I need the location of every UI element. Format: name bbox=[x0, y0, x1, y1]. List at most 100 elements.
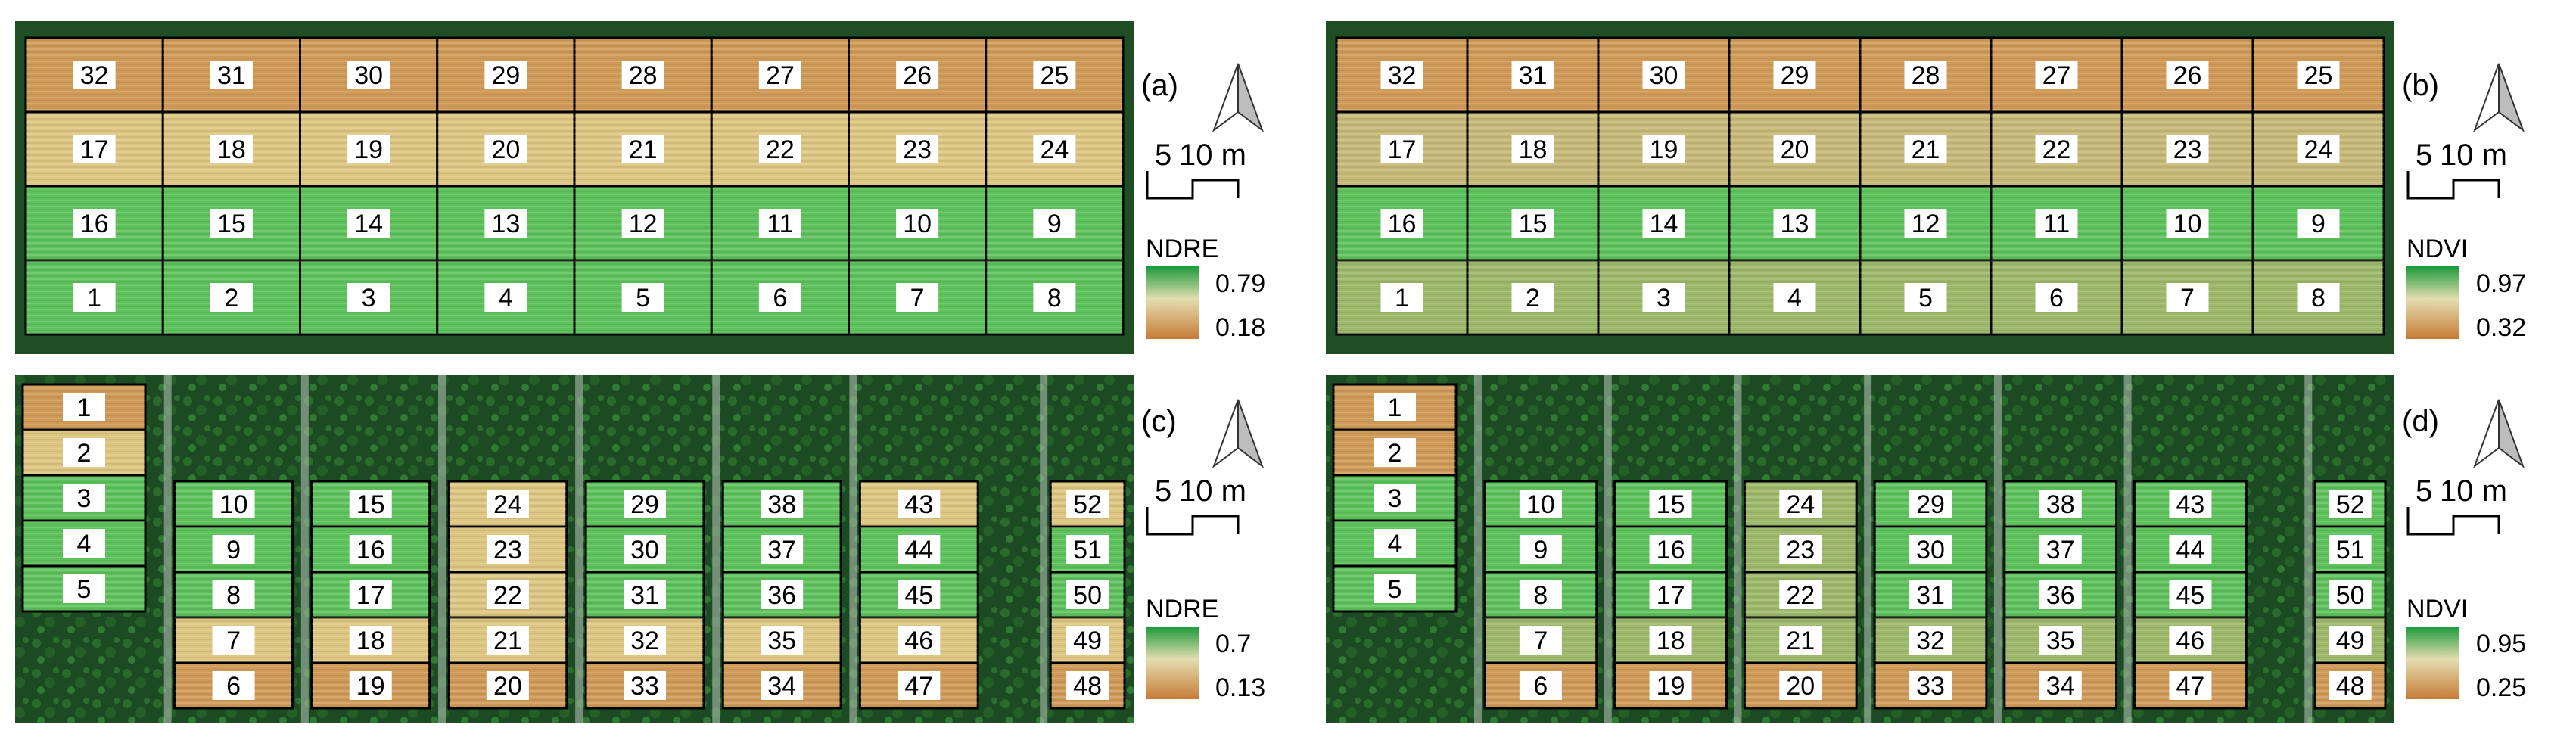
plot-number: 15 bbox=[1657, 490, 1685, 519]
scale-bar bbox=[2406, 171, 2500, 200]
plot-number: 32 bbox=[1388, 61, 1417, 90]
plot-number: 15 bbox=[1519, 210, 1548, 238]
plot-cell: 32 bbox=[24, 36, 164, 114]
plot-number: 26 bbox=[903, 61, 932, 90]
plot-label-box bbox=[761, 626, 804, 655]
plot-label-box bbox=[896, 283, 939, 312]
plot-label-box bbox=[1649, 535, 1692, 564]
plot-label-box bbox=[1642, 61, 1685, 89]
plot-number: 29 bbox=[1916, 490, 1945, 519]
plot-label-box bbox=[2329, 580, 2372, 609]
legend-title: NDRE bbox=[1146, 595, 1218, 623]
plot-number: 32 bbox=[1916, 627, 1945, 655]
plot-number: 31 bbox=[1519, 61, 1548, 90]
plot-number: 37 bbox=[2046, 536, 2075, 564]
plot-number: 44 bbox=[904, 536, 933, 564]
plot-cell: 15 bbox=[161, 185, 301, 262]
plot-label-box bbox=[1033, 209, 1076, 238]
plot-label-box bbox=[1649, 580, 1692, 609]
plot-number: 28 bbox=[629, 61, 658, 90]
plot-cell: 7 bbox=[173, 616, 294, 664]
plot-number: 18 bbox=[1519, 135, 1548, 164]
plot-label-box bbox=[1773, 135, 1816, 163]
plot-label-box bbox=[212, 535, 255, 564]
plot-cell: 49 bbox=[2313, 616, 2387, 664]
plot-cell: 25 bbox=[985, 36, 1125, 114]
plot-label-box bbox=[761, 671, 804, 700]
plot-cell: 29 bbox=[1873, 480, 1988, 528]
legend-title: NDRE bbox=[1146, 235, 1218, 263]
plot-cell: 29 bbox=[1728, 36, 1862, 114]
plot-label-box bbox=[1033, 283, 1076, 312]
plot-number: 49 bbox=[2336, 627, 2365, 655]
plot-number: 1 bbox=[1395, 284, 1409, 313]
scale-label-10m: 10 m bbox=[2440, 138, 2507, 172]
plot-cell: 22 bbox=[447, 571, 568, 619]
plot-label-box bbox=[2166, 209, 2209, 238]
legend-color-ramp bbox=[1146, 266, 1199, 339]
plot-cell: 3 bbox=[1597, 259, 1731, 336]
plot-cell: 13 bbox=[436, 185, 576, 262]
plot-cell: 5 bbox=[1859, 259, 1993, 336]
plot-cell: 26 bbox=[848, 36, 988, 114]
plot-cell: 30 bbox=[1873, 525, 1988, 574]
plot-label-box bbox=[210, 61, 253, 89]
plot-label-box bbox=[1380, 283, 1423, 312]
plot-label-box bbox=[896, 135, 939, 163]
plot-cell: 21 bbox=[1743, 616, 1858, 664]
plot-cell: 47 bbox=[2133, 661, 2248, 710]
plot-cell: 31 bbox=[1466, 36, 1600, 114]
legend-title: NDVI bbox=[2406, 235, 2468, 263]
plot-label-box bbox=[621, 61, 664, 89]
plot-label-box bbox=[624, 626, 666, 655]
bare-soil-strip bbox=[1040, 375, 1048, 723]
plot-label-box bbox=[212, 626, 255, 655]
plot-number: 11 bbox=[2043, 210, 2070, 238]
plot-cell: 7 bbox=[1483, 616, 1598, 664]
plot-cell: 23 bbox=[848, 110, 988, 188]
bare-soil-strip bbox=[300, 375, 309, 723]
plot-number: 24 bbox=[1786, 490, 1815, 519]
plot-number: 10 bbox=[2173, 210, 2202, 238]
plot-number: 10 bbox=[1526, 490, 1555, 519]
plot-label-box bbox=[624, 490, 666, 518]
plot-cell: 47 bbox=[858, 661, 979, 710]
plot-cell: 6 bbox=[173, 661, 294, 710]
plot-number: 30 bbox=[630, 536, 659, 564]
plot-number: 27 bbox=[2042, 61, 2071, 90]
plot-label-box bbox=[2035, 209, 2078, 238]
plot-number: 16 bbox=[1388, 210, 1417, 238]
plot-number: 25 bbox=[1040, 61, 1069, 90]
plot-number: 19 bbox=[1657, 672, 1685, 701]
plot-label-box bbox=[2169, 535, 2212, 564]
plot-number: 18 bbox=[217, 135, 246, 164]
plot-label-box bbox=[2329, 626, 2372, 655]
plot-cell: 8 bbox=[2251, 259, 2385, 336]
plot-label-box bbox=[486, 535, 529, 564]
plot-label-box bbox=[1909, 490, 1952, 518]
plot-cell: 7 bbox=[2120, 259, 2254, 336]
plot-number: 5 bbox=[1388, 575, 1402, 604]
plot-label-box bbox=[347, 61, 390, 89]
plot-label-box bbox=[1779, 626, 1822, 655]
legend-min: 0.18 bbox=[1215, 313, 1265, 342]
plot-label-box bbox=[2169, 490, 2212, 518]
plot-cell: 8 bbox=[173, 571, 294, 619]
plot-number: 21 bbox=[1786, 627, 1815, 655]
plot-cell: 4 bbox=[436, 259, 576, 336]
plot-label-box bbox=[1904, 209, 1947, 238]
plot-label-box bbox=[2039, 671, 2082, 700]
plot-cell: 25 bbox=[2251, 36, 2385, 114]
plot-label-box bbox=[347, 283, 390, 312]
plot-number: 8 bbox=[1533, 581, 1548, 610]
plot-cell: 1 bbox=[1332, 383, 1458, 431]
plot-cell: 50 bbox=[2313, 571, 2387, 619]
plot-cell: 37 bbox=[2003, 525, 2118, 574]
plot-label-box bbox=[1773, 209, 1816, 238]
plot-cell: 38 bbox=[2003, 480, 2118, 528]
legend-min: 0.32 bbox=[2476, 313, 2526, 342]
plot-cell: 36 bbox=[721, 571, 842, 619]
plot-cell: 24 bbox=[2251, 110, 2385, 188]
plot-cell: 12 bbox=[1859, 185, 1993, 262]
